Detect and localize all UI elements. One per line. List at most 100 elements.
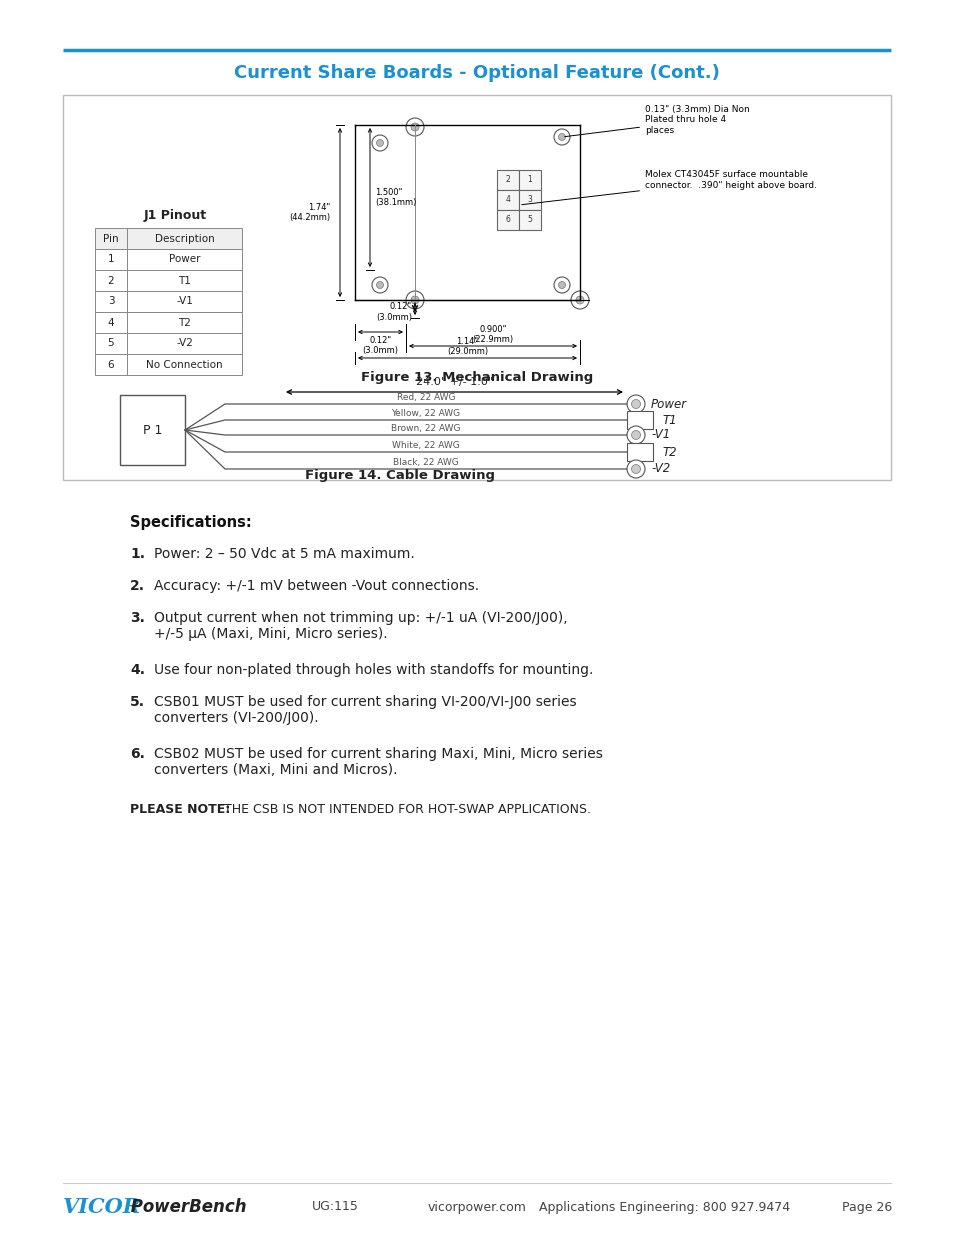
Text: 5.: 5.: [130, 695, 145, 709]
Text: Pin: Pin: [103, 233, 119, 243]
Text: 5: 5: [108, 338, 114, 348]
Text: 3: 3: [527, 195, 532, 205]
Text: 3: 3: [108, 296, 114, 306]
Bar: [127, 228, 242, 249]
Text: Output current when not trimming up: +/-1 uA (VI-200/J00),
+/-5 μA (Maxi, Mini, : Output current when not trimming up: +/-…: [153, 611, 567, 641]
Text: 3.: 3.: [130, 611, 145, 625]
Text: PowerBench: PowerBench: [125, 1198, 247, 1216]
Text: vicorpower.com: vicorpower.com: [427, 1200, 526, 1214]
Text: No Connection: No Connection: [146, 359, 223, 369]
Text: White, 22 AWG: White, 22 AWG: [392, 441, 459, 450]
Bar: [626, 443, 652, 461]
Text: Black, 22 AWG: Black, 22 AWG: [393, 458, 458, 467]
Circle shape: [631, 431, 639, 440]
Circle shape: [376, 282, 383, 289]
Circle shape: [631, 464, 639, 473]
Text: P 1: P 1: [143, 424, 162, 436]
Bar: [63, 95, 890, 480]
Bar: [95, 228, 127, 249]
Bar: [120, 395, 185, 466]
Text: Description: Description: [154, 233, 214, 243]
Text: Red, 22 AWG: Red, 22 AWG: [396, 393, 455, 403]
Text: 1.74"
(44.2mm): 1.74" (44.2mm): [289, 203, 330, 222]
Text: Figure 13. Mechanical Drawing: Figure 13. Mechanical Drawing: [360, 370, 593, 384]
Text: UG:115: UG:115: [312, 1200, 358, 1214]
Bar: [518, 170, 540, 190]
Text: 2: 2: [108, 275, 114, 285]
Text: Accuracy: +/-1 mV between -Vout connections.: Accuracy: +/-1 mV between -Vout connecti…: [153, 579, 478, 593]
Circle shape: [558, 282, 565, 289]
Circle shape: [372, 277, 388, 293]
Circle shape: [571, 291, 588, 309]
Text: 1.500"
(38.1mm): 1.500" (38.1mm): [375, 188, 416, 207]
Circle shape: [376, 140, 383, 147]
Text: 4.: 4.: [130, 663, 145, 677]
Text: Use four non-plated through holes with standoffs for mounting.: Use four non-plated through holes with s…: [153, 663, 593, 677]
Text: PLEASE NOTE:: PLEASE NOTE:: [130, 803, 230, 816]
Text: VICOR: VICOR: [63, 1197, 141, 1216]
Bar: [497, 210, 518, 230]
Bar: [518, 210, 540, 230]
Text: 2.: 2.: [130, 579, 145, 593]
Text: 1.: 1.: [130, 547, 145, 561]
Text: 4: 4: [108, 317, 114, 327]
Bar: [127, 249, 242, 270]
Bar: [518, 190, 540, 210]
Bar: [497, 190, 518, 210]
Text: -V1: -V1: [650, 429, 670, 441]
Bar: [497, 170, 518, 190]
Text: T1: T1: [662, 414, 677, 426]
Text: Page 26: Page 26: [841, 1200, 891, 1214]
Text: Molex CT43045F surface mountable
connector.  .390" height above board.: Molex CT43045F surface mountable connect…: [521, 170, 816, 205]
Text: 4: 4: [505, 195, 510, 205]
Circle shape: [626, 395, 644, 412]
Circle shape: [372, 135, 388, 151]
Bar: [95, 354, 127, 375]
Text: THE CSB IS NOT INTENDED FOR HOT-SWAP APPLICATIONS.: THE CSB IS NOT INTENDED FOR HOT-SWAP APP…: [220, 803, 590, 816]
Text: 6: 6: [108, 359, 114, 369]
Text: 6.: 6.: [130, 747, 145, 761]
Text: 5: 5: [527, 215, 532, 225]
Text: 0.12"
(3.0mm): 0.12" (3.0mm): [375, 303, 412, 321]
Bar: [95, 270, 127, 291]
Text: 1: 1: [527, 175, 532, 184]
Circle shape: [406, 119, 423, 136]
Text: 24.0" +/- 1.0": 24.0" +/- 1.0": [416, 377, 493, 387]
Circle shape: [411, 124, 418, 131]
Text: -V2: -V2: [650, 462, 670, 475]
Circle shape: [411, 296, 418, 304]
Text: Brown, 22 AWG: Brown, 22 AWG: [391, 424, 460, 433]
Bar: [95, 249, 127, 270]
Text: -V1: -V1: [176, 296, 193, 306]
Text: CSB01 MUST be used for current sharing VI-200/VI-J00 series
converters (VI-200/J: CSB01 MUST be used for current sharing V…: [153, 695, 576, 725]
Text: CSB02 MUST be used for current sharing Maxi, Mini, Micro series
converters (Maxi: CSB02 MUST be used for current sharing M…: [153, 747, 602, 777]
Text: 0.900"
(22.9mm): 0.900" (22.9mm): [472, 325, 513, 345]
Text: Power: Power: [650, 398, 686, 410]
Text: 6: 6: [505, 215, 510, 225]
Bar: [127, 291, 242, 312]
Text: Specifications:: Specifications:: [130, 515, 252, 530]
Text: Figure 14. Cable Drawing: Figure 14. Cable Drawing: [305, 469, 495, 483]
Text: Yellow, 22 AWG: Yellow, 22 AWG: [391, 409, 460, 417]
Text: T2: T2: [178, 317, 191, 327]
Text: Power: Power: [169, 254, 200, 264]
Text: -V2: -V2: [176, 338, 193, 348]
Text: J1 Pinout: J1 Pinout: [143, 209, 207, 221]
Bar: [127, 270, 242, 291]
Text: 0.12"
(3.0mm): 0.12" (3.0mm): [362, 336, 398, 356]
Circle shape: [576, 296, 583, 304]
Bar: [127, 354, 242, 375]
Text: 1.14"
(29.0mm): 1.14" (29.0mm): [446, 337, 488, 356]
Text: T1: T1: [178, 275, 191, 285]
Circle shape: [631, 399, 639, 409]
Circle shape: [406, 291, 423, 309]
Text: 2: 2: [505, 175, 510, 184]
Text: 0.13" (3.3mm) Dia Non
Plated thru hole 4
places: 0.13" (3.3mm) Dia Non Plated thru hole 4…: [564, 105, 749, 137]
Text: 1: 1: [108, 254, 114, 264]
Circle shape: [626, 426, 644, 445]
Circle shape: [626, 459, 644, 478]
Bar: [95, 291, 127, 312]
Text: Power: 2 – 50 Vdc at 5 mA maximum.: Power: 2 – 50 Vdc at 5 mA maximum.: [153, 547, 415, 561]
Bar: [95, 333, 127, 354]
Circle shape: [554, 128, 569, 144]
